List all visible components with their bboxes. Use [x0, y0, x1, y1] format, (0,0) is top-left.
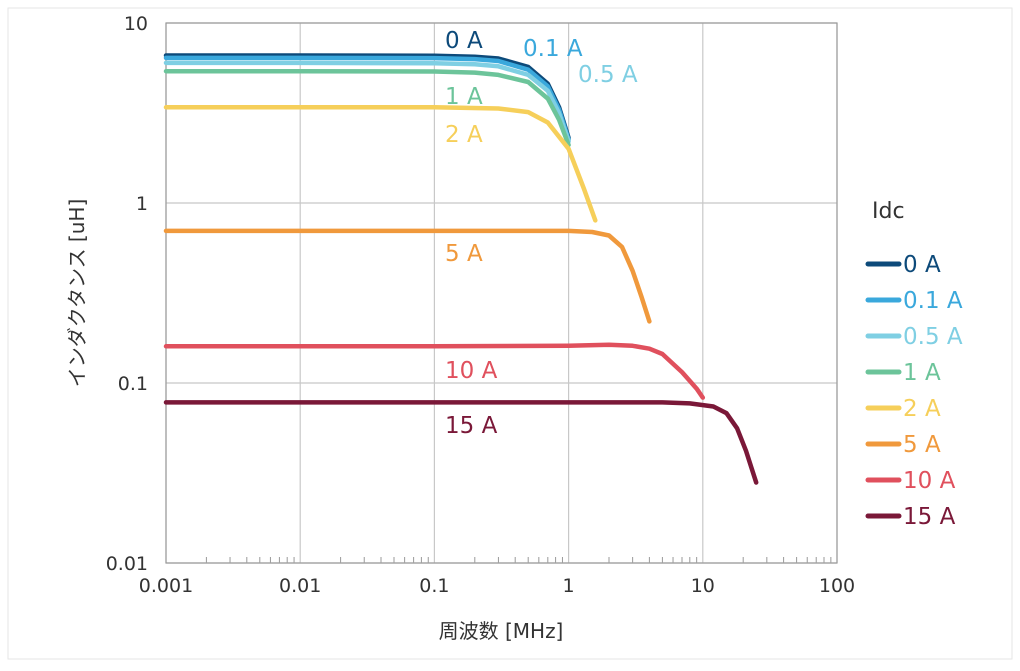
x-tick-label: 10 — [691, 575, 715, 597]
series-label-7: 15 A — [445, 413, 498, 439]
legend-title: Idc — [872, 199, 905, 224]
legend-label: 15 A — [903, 504, 956, 530]
series-line-4 — [163, 105, 598, 223]
series-label-3: 1 A — [445, 84, 483, 110]
series-line-2 — [163, 60, 571, 144]
legend-label: 1 A — [903, 360, 941, 386]
y-tick-label: 0.01 — [106, 553, 148, 575]
series-label-5: 5 A — [445, 241, 483, 267]
series-line-3 — [163, 68, 571, 148]
legend-item: 0.1 A — [865, 288, 963, 314]
series-label-6: 10 A — [445, 358, 498, 384]
minor-tick-marks — [205, 557, 832, 563]
x-tick-label: 1 — [563, 575, 575, 597]
legend-label: 0.1 A — [903, 288, 963, 314]
legend: Idc 0 A 0.1 A 0.5 A 1 A 2 A 5 A 10 A 15 A — [865, 199, 963, 530]
series-label-1: 0.1 A — [523, 36, 583, 62]
legend-item: 2 A — [865, 396, 941, 422]
legend-items: 0 A 0.1 A 0.5 A 1 A 2 A 5 A 10 A 15 A — [865, 252, 963, 530]
legend-item: 10 A — [865, 468, 956, 494]
series-lines — [163, 53, 759, 485]
legend-label: 5 A — [903, 432, 941, 458]
legend-label: 10 A — [903, 468, 956, 494]
y-axis-label: インダクタンス [uH] — [65, 199, 89, 387]
series-inline-labels: 0 A 0.1 A0.5 A 1 A 2 A 5 A 10 A 15 A — [445, 28, 638, 439]
series-label-0: 0 A — [445, 28, 483, 54]
legend-label: 0.5 A — [903, 324, 963, 350]
series-label-4: 2 A — [445, 122, 483, 148]
y-tick-label: 10 — [124, 13, 148, 35]
x-axis-label: 周波数 [MHz] — [439, 619, 564, 643]
legend-label: 0 A — [903, 252, 941, 278]
y-tick-label: 1 — [136, 193, 148, 215]
x-tick-label: 0.01 — [279, 575, 321, 597]
legend-item: 0.5 A — [865, 324, 963, 350]
series-line-6 — [163, 342, 706, 400]
x-tick-labels: 0.001 0.01 0.1 1 10 100 — [139, 575, 855, 597]
series-line-7 — [163, 400, 759, 485]
x-tick-label: 100 — [819, 575, 855, 597]
x-tick-label: 0.001 — [139, 575, 193, 597]
series-line-5 — [163, 228, 652, 324]
y-tick-labels: 0.01 0.1 1 10 — [106, 13, 148, 575]
series-label-2: 0.5 A — [578, 62, 638, 88]
plot-area — [165, 22, 838, 564]
legend-item: 0 A — [865, 252, 941, 278]
legend-item: 1 A — [865, 360, 941, 386]
x-tick-label: 0.1 — [419, 575, 449, 597]
legend-item: 15 A — [865, 504, 956, 530]
chart-border — [7, 7, 1013, 660]
legend-label: 2 A — [903, 396, 941, 422]
legend-item: 5 A — [865, 432, 941, 458]
y-tick-label: 0.1 — [118, 373, 148, 395]
